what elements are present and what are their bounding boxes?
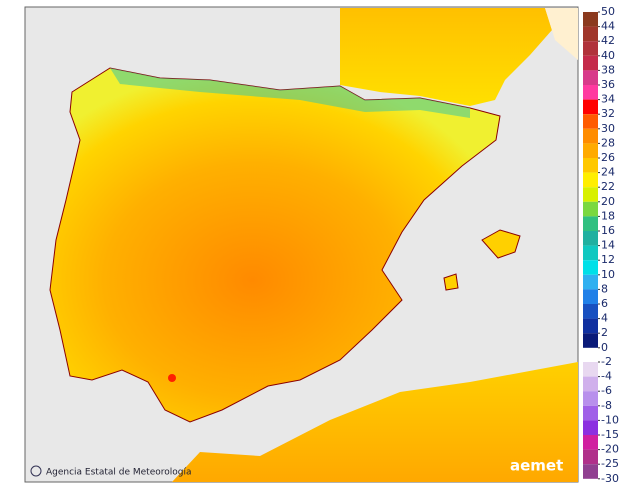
legend-swatch [583,70,598,85]
legend-swatch [583,216,598,231]
legend: 5044424038363432302826242220181614121086… [583,5,619,485]
legend-swatch [583,260,598,275]
legend-swatch [583,391,598,406]
legend-swatch [583,99,598,115]
legend-swatch [583,85,598,100]
legend-label: 16 [601,224,615,237]
legend-label: 30 [601,122,615,135]
legend-swatch [583,435,598,450]
legend-swatch [583,420,598,435]
logo: aemet [510,457,563,475]
legend-label: 4 [601,312,608,325]
legend-swatch [583,114,598,129]
legend-label: 50 [601,5,615,18]
legend-label: 0 [601,341,608,354]
legend-swatch [583,333,598,348]
legend-swatch [583,464,598,479]
legend-label: 24 [601,166,615,179]
legend-swatch [583,158,598,173]
legend-swatch [583,362,598,377]
africa [172,362,578,482]
legend-swatch [583,405,598,421]
legend-label: 20 [601,195,615,208]
legend-label: 2 [601,326,608,339]
legend-label: 34 [601,93,615,106]
legend-label: -8 [601,399,612,412]
legend-label: 32 [601,107,615,120]
legend-label: 22 [601,180,615,193]
legend-label: -6 [601,384,612,397]
legend-swatch [583,289,598,304]
legend-label: 42 [601,34,615,47]
legend-label: 26 [601,151,615,164]
legend-swatch [583,26,598,42]
legend-label: 18 [601,209,615,222]
legend-swatch [583,231,598,246]
legend-label: 14 [601,239,615,252]
mallorca [481,229,521,259]
legend-swatch [583,55,598,71]
legend-swatch [583,449,598,465]
legend-swatch [583,304,598,319]
legend-swatch [583,172,598,188]
legend-label: 6 [601,297,608,310]
legend-label: -20 [601,443,619,456]
legend-swatch [583,201,598,217]
legend-label: -25 [601,457,619,470]
legend-swatch [583,274,598,290]
north-coast [110,68,470,118]
legend-label: 10 [601,268,615,281]
legend-swatch [583,376,598,392]
legend-swatch [583,128,598,144]
legend-label: -15 [601,428,619,441]
france [340,8,552,106]
legend-label: 38 [601,63,615,76]
legend-label: -4 [601,370,612,383]
legend-swatch [583,245,598,261]
legend-label: 36 [601,78,615,91]
credit-icon [30,465,42,477]
legend-swatch [583,41,598,56]
legend-label: 44 [601,20,615,33]
ibiza [443,273,459,291]
hotspot [168,374,176,382]
legend-swatch [583,143,598,158]
sea-corner [545,8,578,60]
legend-label: -2 [601,355,612,368]
legend-label: -10 [601,413,619,426]
legend-swatch [583,187,598,202]
legend-swatch [583,12,598,27]
legend-label: 40 [601,49,615,62]
legend-swatch [583,318,598,334]
legend-label: -30 [601,472,619,485]
legend-label: 12 [601,253,615,266]
credit: Agencia Estatal de Meteorología [46,468,192,478]
legend-label: 28 [601,136,615,149]
legend-label: 8 [601,282,608,295]
